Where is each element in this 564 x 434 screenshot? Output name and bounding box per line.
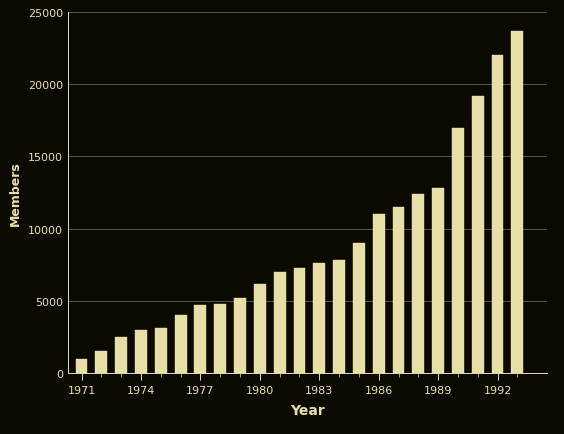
Bar xyxy=(373,215,385,373)
Bar xyxy=(214,304,226,373)
Bar xyxy=(393,207,404,373)
Bar xyxy=(95,352,107,373)
Bar xyxy=(452,128,464,373)
Bar xyxy=(135,330,147,373)
Bar xyxy=(314,264,325,373)
Bar xyxy=(115,337,127,373)
Bar xyxy=(432,189,444,373)
X-axis label: Year: Year xyxy=(290,403,325,417)
Bar xyxy=(155,329,167,373)
Bar xyxy=(333,261,345,373)
Bar xyxy=(472,97,484,373)
Bar xyxy=(175,316,187,373)
Bar xyxy=(412,194,424,373)
Bar xyxy=(254,284,266,373)
Bar xyxy=(274,273,285,373)
Bar xyxy=(492,56,504,373)
Bar xyxy=(353,243,365,373)
Bar xyxy=(512,32,523,373)
Y-axis label: Members: Members xyxy=(9,161,22,225)
Bar xyxy=(76,359,87,373)
Bar xyxy=(195,306,206,373)
Bar xyxy=(293,268,305,373)
Bar xyxy=(234,298,246,373)
